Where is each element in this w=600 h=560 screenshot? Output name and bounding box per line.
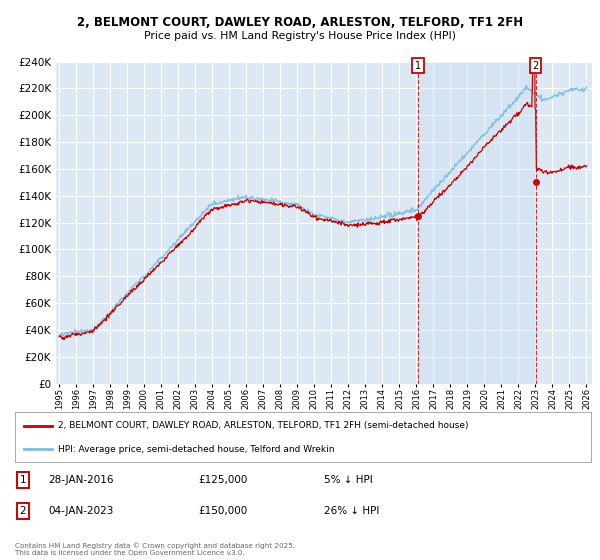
- Text: 28-JAN-2016: 28-JAN-2016: [48, 475, 113, 485]
- Text: 1: 1: [19, 475, 26, 485]
- Text: Contains HM Land Registry data © Crown copyright and database right 2025.
This d: Contains HM Land Registry data © Crown c…: [15, 543, 295, 556]
- Text: HPI: Average price, semi-detached house, Telford and Wrekin: HPI: Average price, semi-detached house,…: [58, 445, 335, 454]
- Text: 2: 2: [533, 60, 539, 71]
- Text: 5% ↓ HPI: 5% ↓ HPI: [324, 475, 373, 485]
- Text: Price paid vs. HM Land Registry's House Price Index (HPI): Price paid vs. HM Land Registry's House …: [144, 31, 456, 41]
- Text: 2: 2: [19, 506, 26, 516]
- Text: 04-JAN-2023: 04-JAN-2023: [48, 506, 113, 516]
- Text: £125,000: £125,000: [198, 475, 247, 485]
- Text: 26% ↓ HPI: 26% ↓ HPI: [324, 506, 379, 516]
- Text: 2, BELMONT COURT, DAWLEY ROAD, ARLESTON, TELFORD, TF1 2FH (semi-detached house): 2, BELMONT COURT, DAWLEY ROAD, ARLESTON,…: [58, 421, 469, 430]
- Text: £150,000: £150,000: [198, 506, 247, 516]
- Text: 2, BELMONT COURT, DAWLEY ROAD, ARLESTON, TELFORD, TF1 2FH: 2, BELMONT COURT, DAWLEY ROAD, ARLESTON,…: [77, 16, 523, 29]
- Text: 1: 1: [415, 60, 421, 71]
- Bar: [418, 62, 536, 384]
